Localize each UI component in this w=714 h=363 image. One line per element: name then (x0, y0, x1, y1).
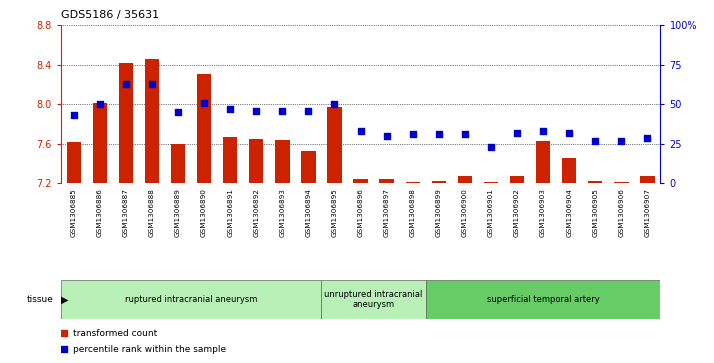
Text: ▶: ▶ (61, 294, 69, 305)
Text: unruptured intracranial
aneurysm: unruptured intracranial aneurysm (324, 290, 423, 309)
Text: GSM1306903: GSM1306903 (540, 188, 546, 237)
Bar (379, 179, 394, 183)
Text: ruptured intracranial aneurysm: ruptured intracranial aneurysm (125, 295, 257, 304)
Text: GSM1306905: GSM1306905 (592, 188, 598, 237)
Text: GSM1306891: GSM1306891 (227, 188, 233, 237)
Bar (61, 280, 321, 319)
Text: percentile rank within the sample: percentile rank within the sample (73, 345, 226, 354)
Text: GSM1306893: GSM1306893 (279, 188, 286, 237)
Text: tissue: tissue (26, 295, 54, 304)
Text: GSM1306904: GSM1306904 (566, 188, 572, 237)
Text: GSM1306899: GSM1306899 (436, 188, 442, 237)
Bar (223, 137, 237, 183)
Text: superficial temporal artery: superficial temporal artery (487, 295, 600, 304)
Point (511, 130, 523, 136)
Point (146, 81, 158, 87)
Text: GSM1306907: GSM1306907 (645, 188, 650, 237)
Text: GDS5186 / 35631: GDS5186 / 35631 (61, 11, 159, 20)
Text: GSM1306892: GSM1306892 (253, 188, 259, 237)
Point (615, 138, 627, 144)
Text: GSM1306902: GSM1306902 (514, 188, 520, 237)
Point (407, 131, 418, 137)
Point (94, 101, 106, 107)
Text: GSM1306897: GSM1306897 (383, 188, 390, 237)
Bar (562, 158, 576, 183)
Bar (321, 280, 426, 319)
Text: GSM1306894: GSM1306894 (306, 188, 311, 237)
Point (198, 100, 210, 106)
Text: GSM1306901: GSM1306901 (488, 188, 494, 237)
Bar (327, 107, 342, 183)
Bar (301, 151, 316, 183)
Text: GSM1306889: GSM1306889 (175, 188, 181, 237)
Bar (119, 63, 133, 183)
Point (590, 138, 601, 144)
Bar (406, 182, 420, 183)
Bar (275, 140, 289, 183)
Bar (484, 182, 498, 183)
Text: GSM1306895: GSM1306895 (331, 188, 338, 237)
Point (486, 144, 497, 150)
Point (563, 130, 575, 136)
Text: GSM1306888: GSM1306888 (149, 188, 155, 237)
Text: GSM1306906: GSM1306906 (618, 188, 624, 237)
Text: transformed count: transformed count (73, 329, 157, 338)
Point (251, 108, 262, 114)
Point (381, 133, 393, 139)
Bar (249, 139, 263, 183)
Point (303, 108, 314, 114)
Text: GSM1306890: GSM1306890 (201, 188, 207, 237)
Point (120, 81, 131, 87)
Bar (426, 280, 660, 319)
Point (58, 330, 69, 336)
Bar (640, 176, 655, 183)
Bar (145, 59, 159, 183)
Point (68, 113, 79, 118)
Text: GSM1306900: GSM1306900 (462, 188, 468, 237)
Text: GSM1306885: GSM1306885 (71, 188, 76, 237)
Point (355, 128, 366, 134)
Bar (353, 179, 368, 183)
Point (224, 106, 236, 112)
Point (276, 108, 288, 114)
Bar (510, 176, 524, 183)
Point (172, 109, 183, 115)
Text: GSM1306896: GSM1306896 (358, 188, 363, 237)
Bar (93, 103, 107, 183)
Point (459, 131, 471, 137)
Bar (432, 182, 446, 183)
Point (328, 101, 340, 107)
Text: GSM1306886: GSM1306886 (97, 188, 103, 237)
Point (58, 346, 69, 352)
Point (642, 135, 653, 140)
Bar (171, 144, 185, 183)
Bar (458, 176, 472, 183)
Bar (536, 141, 550, 183)
Bar (588, 182, 603, 183)
Point (433, 131, 445, 137)
Point (538, 128, 549, 134)
Text: GSM1306898: GSM1306898 (410, 188, 416, 237)
Bar (614, 182, 628, 183)
Bar (66, 142, 81, 183)
Text: GSM1306887: GSM1306887 (123, 188, 129, 237)
Bar (197, 74, 211, 183)
